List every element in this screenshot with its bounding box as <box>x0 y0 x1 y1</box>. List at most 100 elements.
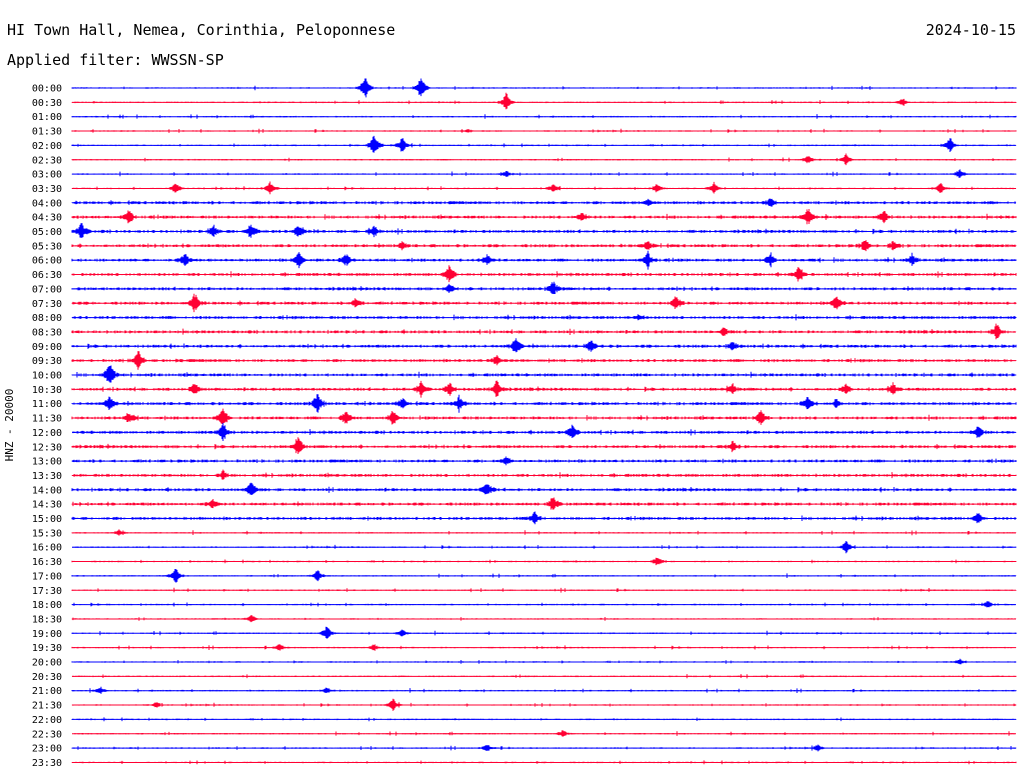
trace-1500 <box>71 511 1017 525</box>
trace-time-label: 19:00 <box>32 629 62 640</box>
trace-1900 <box>71 626 1017 639</box>
trace-time-label: 23:00 <box>32 744 62 755</box>
trace-1000 <box>71 365 1017 383</box>
trace-waveform <box>71 128 1017 134</box>
trace-time-label: 10:30 <box>32 385 62 396</box>
trace-waveform <box>71 408 1017 426</box>
trace-0030 <box>71 92 1017 110</box>
trace-2130 <box>71 698 1017 711</box>
trace-0300 <box>71 169 1017 178</box>
trace-time-label: 07:30 <box>32 299 62 310</box>
trace-waveform <box>71 394 1017 413</box>
trace-2330 <box>71 760 1017 765</box>
trace-time-label: 04:00 <box>32 198 62 209</box>
trace-2100 <box>71 686 1017 694</box>
trace-waveform <box>71 338 1017 353</box>
trace-0000 <box>71 78 1017 98</box>
trace-time-label: 21:00 <box>32 686 62 697</box>
trace-time-label: 06:00 <box>32 256 62 267</box>
trace-2300 <box>71 744 1017 752</box>
trace-1630 <box>71 557 1017 566</box>
trace-time-label: 02:00 <box>32 141 62 152</box>
trace-time-label: 18:30 <box>32 614 62 625</box>
trace-waveform <box>71 78 1017 98</box>
trace-0930 <box>71 351 1017 370</box>
trace-0800 <box>71 314 1017 321</box>
trace-2200 <box>71 717 1017 722</box>
trace-1130 <box>71 408 1017 426</box>
trace-1330 <box>71 469 1017 480</box>
trace-waveform <box>71 601 1016 608</box>
trace-2030 <box>71 674 1017 679</box>
date-label: 2024-10-15 <box>925 21 1016 39</box>
trace-waveform <box>71 223 1017 238</box>
applied-filter-label: Applied filter: WWSSN-SP <box>7 51 224 69</box>
trace-0330 <box>71 181 1017 195</box>
trace-1430 <box>71 497 1017 510</box>
trace-waveform <box>71 365 1017 383</box>
trace-0130 <box>71 128 1017 134</box>
trace-waveform <box>71 456 1017 466</box>
trace-0430 <box>71 209 1017 225</box>
trace-0900 <box>71 338 1017 353</box>
trace-time-label: 05:30 <box>32 241 62 252</box>
trace-waveform <box>71 135 1017 153</box>
trace-waveform <box>71 265 1017 283</box>
trace-time-label: 03:00 <box>32 170 62 181</box>
trace-waveform <box>71 281 1017 294</box>
trace-time-label: 01:00 <box>32 112 62 123</box>
trace-1600 <box>72 541 1017 554</box>
trace-1230 <box>71 437 1017 454</box>
trace-waveform <box>71 658 1017 665</box>
trace-time-label: 05:00 <box>32 227 62 238</box>
trace-time-label: 00:00 <box>32 84 62 95</box>
trace-waveform <box>71 730 1017 737</box>
trace-waveform <box>71 482 1017 495</box>
trace-time-label: 15:30 <box>32 528 62 539</box>
trace-waveform <box>71 181 1017 195</box>
trace-time-label: 20:30 <box>32 672 62 683</box>
trace-time-label: 07:00 <box>32 284 62 295</box>
trace-time-label: 16:00 <box>32 543 62 554</box>
trace-waveform <box>71 240 1017 252</box>
trace-time-label: 06:30 <box>32 270 62 281</box>
trace-time-label: 22:30 <box>32 729 62 740</box>
trace-time-label: 15:00 <box>32 514 62 525</box>
trace-waveform <box>71 744 1017 752</box>
trace-time-label: 02:30 <box>32 155 62 166</box>
trace-time-label: 23:30 <box>32 758 62 769</box>
trace-time-label: 13:30 <box>32 471 62 482</box>
trace-1200 <box>72 422 1017 441</box>
trace-waveform <box>71 511 1017 525</box>
trace-waveform <box>71 351 1017 370</box>
trace-waveform <box>71 569 1017 583</box>
trace-time-label: 01:30 <box>32 127 62 138</box>
trace-0100 <box>71 114 1017 119</box>
trace-1030 <box>71 380 1017 398</box>
trace-time-label: 08:00 <box>32 313 62 324</box>
trace-waveform <box>71 615 1017 623</box>
station-title: HI Town Hall, Nemea, Corinthia, Peloponn… <box>7 21 396 39</box>
trace-waveform <box>71 557 1017 566</box>
trace-time-label: 11:30 <box>32 414 62 425</box>
trace-time-label: 17:30 <box>32 586 62 597</box>
trace-waveform <box>71 92 1017 110</box>
trace-waveform <box>71 437 1017 454</box>
trace-1400 <box>71 482 1017 495</box>
trace-waveform <box>71 674 1017 679</box>
trace-1730 <box>71 587 1017 593</box>
trace-time-label: 16:30 <box>32 557 62 568</box>
trace-time-label: 12:00 <box>32 428 62 439</box>
trace-1300 <box>71 456 1017 466</box>
trace-time-label: 19:30 <box>32 643 62 654</box>
trace-waveform <box>71 469 1017 480</box>
trace-time-label: 00:30 <box>32 98 62 109</box>
trace-waveform <box>71 169 1017 178</box>
trace-0230 <box>71 153 1017 166</box>
trace-waveform <box>71 529 1017 536</box>
trace-time-label: 20:00 <box>32 658 62 669</box>
trace-time-label: 10:00 <box>32 371 62 382</box>
trace-1830 <box>71 615 1017 623</box>
trace-waveform <box>71 497 1017 510</box>
trace-1700 <box>71 569 1017 583</box>
